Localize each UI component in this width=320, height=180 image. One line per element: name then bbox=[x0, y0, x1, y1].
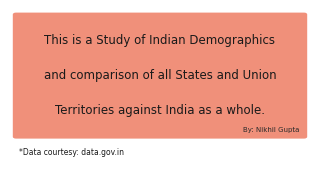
Text: Territories against India as a whole.: Territories against India as a whole. bbox=[55, 104, 265, 117]
Text: *Data courtesy: data.gov.in: *Data courtesy: data.gov.in bbox=[19, 148, 124, 157]
Text: and comparison of all States and Union: and comparison of all States and Union bbox=[44, 69, 276, 82]
Text: By: Nikhil Gupta: By: Nikhil Gupta bbox=[243, 127, 299, 133]
FancyBboxPatch shape bbox=[13, 13, 307, 139]
Text: This is a Study of Indian Demographics: This is a Study of Indian Demographics bbox=[44, 34, 276, 47]
